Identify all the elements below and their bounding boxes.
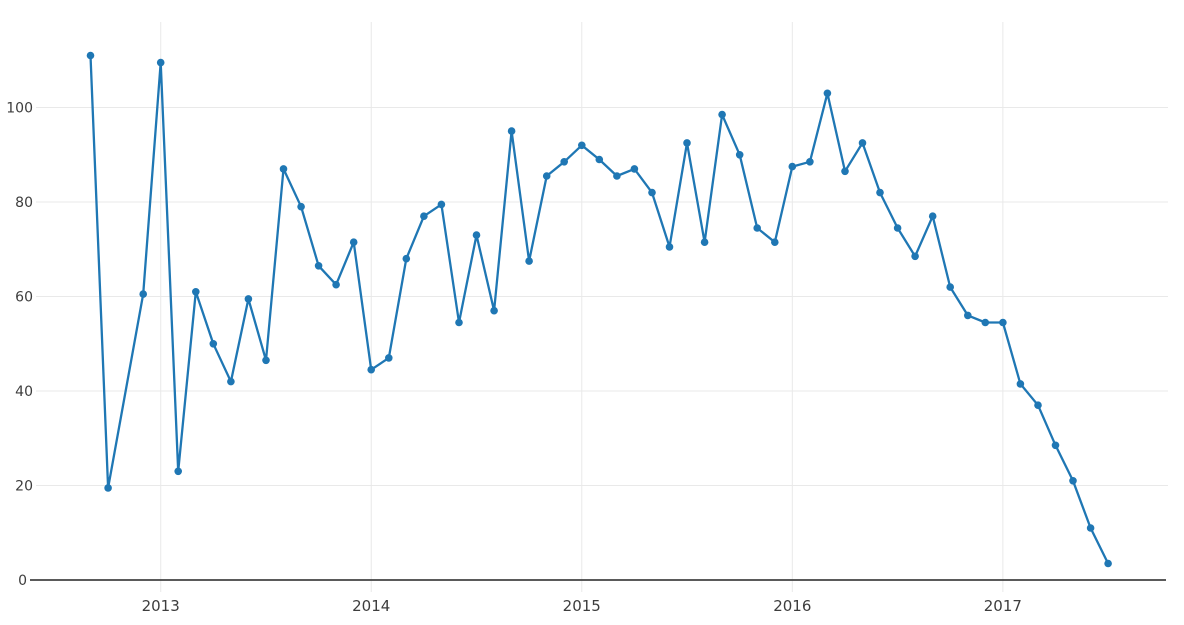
data-point xyxy=(472,231,481,239)
data-point xyxy=(1034,401,1042,410)
data-point xyxy=(86,51,95,60)
data-point xyxy=(209,340,218,348)
data-point xyxy=(946,283,954,291)
data-point xyxy=(349,238,358,246)
data-point xyxy=(753,224,761,232)
data-point xyxy=(613,172,621,180)
data-point xyxy=(560,158,568,166)
data-point xyxy=(700,238,709,246)
data-point xyxy=(1086,524,1095,532)
data-point xyxy=(928,212,937,220)
data-point xyxy=(981,318,990,327)
data-point xyxy=(911,252,919,261)
data-point xyxy=(893,224,902,232)
data-point xyxy=(192,288,200,296)
data-point xyxy=(525,257,533,265)
data-point xyxy=(244,295,253,303)
data-point xyxy=(507,127,516,135)
x-tick-label: 2013 xyxy=(142,597,180,615)
data-point xyxy=(490,306,498,315)
x-tick-label: 2014 xyxy=(352,597,390,615)
data-point xyxy=(648,188,656,197)
y-tick-label: 0 xyxy=(18,573,27,589)
data-point xyxy=(735,151,744,159)
data-point xyxy=(156,58,165,67)
y-tick-label: 100 xyxy=(6,101,33,117)
data-point xyxy=(683,139,691,147)
data-point xyxy=(964,311,972,320)
data-point xyxy=(999,318,1007,327)
y-tick-label: 80 xyxy=(15,195,33,211)
y-tick-label: 40 xyxy=(15,384,33,400)
data-point xyxy=(227,377,235,386)
x-tick-label: 2016 xyxy=(773,597,811,615)
data-point xyxy=(332,280,340,289)
data-point xyxy=(385,354,393,362)
data-point xyxy=(402,254,411,263)
data-point xyxy=(841,167,849,176)
data-point xyxy=(314,262,323,270)
data-point xyxy=(1051,441,1060,450)
data-point xyxy=(1104,559,1112,568)
data-point xyxy=(578,141,586,150)
data-point xyxy=(876,188,884,197)
data-point xyxy=(1016,380,1025,388)
y-tick-label: 60 xyxy=(15,290,33,306)
x-tick-label: 2015 xyxy=(563,597,601,615)
data-point xyxy=(174,467,182,476)
data-point xyxy=(455,318,463,327)
data-point xyxy=(788,162,797,171)
data-line xyxy=(89,54,1110,565)
data-point xyxy=(806,158,814,166)
data-point xyxy=(665,243,674,251)
data-point xyxy=(139,290,147,298)
data-point xyxy=(279,165,288,173)
data-point xyxy=(262,356,270,365)
data-point xyxy=(297,202,305,211)
data-point xyxy=(1069,477,1077,485)
data-point xyxy=(437,200,446,209)
x-tick-label: 2017 xyxy=(984,597,1022,615)
data-point xyxy=(823,89,832,98)
data-point xyxy=(104,484,112,492)
data-point xyxy=(420,212,428,220)
data-point xyxy=(718,110,726,119)
data-point xyxy=(630,165,639,173)
data-point xyxy=(367,365,376,374)
data-point xyxy=(595,155,604,164)
data-point xyxy=(542,172,551,180)
y-tick-label: 20 xyxy=(15,479,33,495)
data-point xyxy=(771,238,779,246)
data-point xyxy=(858,139,867,147)
